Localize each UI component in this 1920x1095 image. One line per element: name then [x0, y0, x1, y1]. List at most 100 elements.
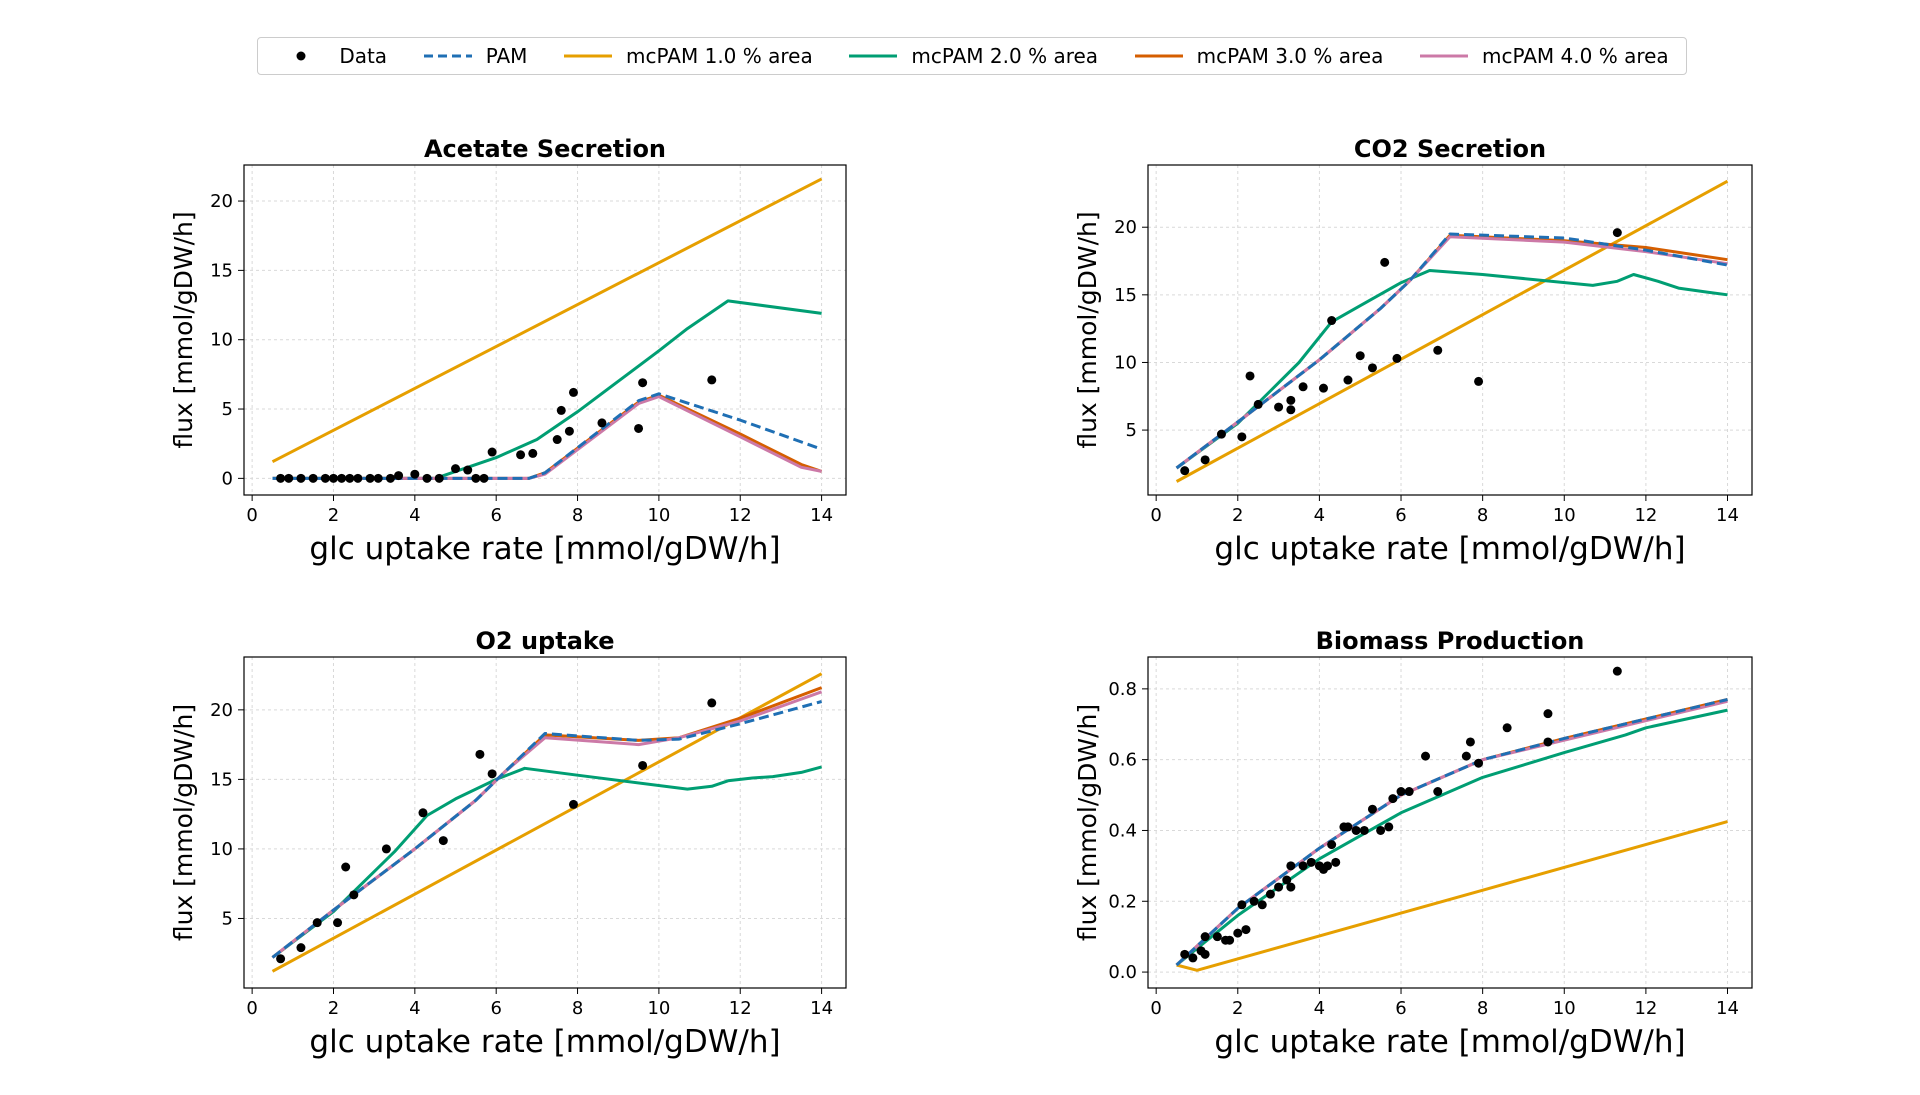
chart-panel: 0 2 4 6 8 10 12 14 5 10 15 20 O2 uptake glc uptake ra…: [169, 627, 847, 1060]
legend-swatch: [1419, 54, 1468, 58]
x-axis-label: glc uptake rate [mmol/gDW/h]: [1214, 1024, 1685, 1060]
data-point: [1384, 822, 1394, 832]
y-tick-label: 15: [1114, 285, 1137, 306]
data-point: [296, 943, 306, 953]
legend-swatch: [564, 54, 613, 58]
series-line: [1176, 820, 1728, 972]
y-axis-label: flux [mmol/gDW/h]: [1073, 704, 1102, 941]
chart-legend: Data PAM mcPAM 1.0 % area mcPAM 2.0 % area m…: [257, 37, 1687, 75]
data-point: [1612, 666, 1622, 676]
data-point: [418, 808, 428, 818]
series-line: [1175, 269, 1728, 470]
data-point: [276, 954, 286, 964]
data-point: [1367, 804, 1377, 814]
data-point: [564, 426, 574, 436]
data-point: [373, 473, 383, 483]
x-tick-label: 0: [246, 505, 257, 526]
y-tick-label: 5: [222, 399, 233, 420]
legend-item: Data: [275, 44, 387, 68]
chart-title: Biomass Production: [1316, 627, 1585, 655]
legend-label: PAM: [485, 44, 528, 68]
x-tick-label: 14: [810, 505, 833, 526]
axes-frame: [243, 656, 847, 989]
data-point: [1274, 882, 1284, 892]
data-point: [312, 918, 322, 928]
data-point: [638, 760, 648, 770]
data-point: [1351, 825, 1361, 835]
data-point: [471, 473, 481, 483]
data-point: [1396, 787, 1406, 797]
axes-frame: [1147, 656, 1753, 989]
y-tick-label: 0: [222, 468, 233, 489]
legend-swatch: [296, 51, 306, 61]
data-point: [1237, 900, 1247, 910]
legend-label: mcPAM 1.0 % area: [626, 44, 813, 68]
data-point: [1298, 382, 1308, 392]
series-line: [271, 690, 823, 959]
x-tick-label: 2: [1232, 505, 1243, 526]
data-point: [1343, 375, 1353, 385]
x-tick-label: 6: [490, 505, 501, 526]
data-point: [1388, 794, 1398, 804]
data-point: [1286, 882, 1296, 892]
x-axis-label: glc uptake rate [mmol/gDW/h]: [309, 531, 780, 567]
chart-panel: 0 2 4 6 8 10 12 14 0.0 0.2 0.4 0.6 0.8 Biomass Produc…: [1073, 627, 1753, 1060]
x-tick-label: 6: [1395, 505, 1406, 526]
y-tick-label: 0.4: [1108, 820, 1137, 841]
data-point: [1433, 787, 1443, 797]
y-axis-label: flux [mmol/gDW/h]: [1073, 211, 1102, 448]
x-tick-label: 0: [1150, 998, 1161, 1019]
data-point: [320, 473, 330, 483]
data-point: [1233, 928, 1243, 938]
data-point: [1421, 751, 1431, 761]
data-point: [1200, 455, 1210, 465]
plot-area: [271, 672, 823, 973]
data-point: [341, 862, 351, 872]
data-point: [1241, 925, 1251, 935]
axes-frame: [243, 164, 847, 496]
data-point: [552, 435, 562, 445]
data-point: [1180, 466, 1190, 476]
y-tick-label: 10: [210, 330, 233, 351]
series-line: [1175, 233, 1728, 470]
chart-title: O2 uptake: [476, 627, 615, 655]
axes-frame: [1147, 164, 1753, 496]
chart-title: Acetate Secretion: [424, 135, 666, 163]
y-tick-label: 20: [210, 191, 233, 212]
y-tick-label: 20: [210, 700, 233, 721]
y-tick-label: 0.6: [1108, 750, 1137, 771]
y-tick-label: 0.0: [1108, 962, 1137, 983]
y-tick-label: 10: [1114, 352, 1137, 373]
plot-area: [1175, 666, 1728, 972]
data-point: [438, 836, 448, 846]
y-tick-label: 20: [1114, 217, 1137, 238]
legend-label: mcPAM 3.0 % area: [1196, 44, 1384, 68]
x-tick-label: 6: [490, 998, 501, 1019]
y-tick-label: 15: [210, 769, 233, 790]
data-point: [1249, 896, 1259, 906]
data-point: [345, 473, 355, 483]
data-point: [1355, 351, 1365, 361]
data-point: [707, 698, 717, 708]
x-tick-label: 14: [810, 998, 833, 1019]
x-tick-label: 8: [572, 505, 583, 526]
y-axis-label: flux [mmol/gDW/h]: [169, 211, 198, 448]
data-point: [475, 749, 485, 759]
data-point: [1286, 395, 1296, 405]
series-line: [271, 765, 822, 959]
data-point: [276, 473, 286, 483]
data-point: [394, 471, 404, 481]
x-tick-label: 0: [1150, 505, 1161, 526]
data-point: [1188, 953, 1198, 963]
series-line: [1175, 179, 1729, 483]
x-tick-label: 4: [409, 505, 420, 526]
data-point: [1200, 949, 1210, 959]
data-point: [1543, 737, 1553, 747]
y-tick-label: 0.2: [1108, 891, 1137, 912]
data-point: [487, 447, 497, 457]
data-point: [487, 769, 497, 779]
data-point: [296, 473, 306, 483]
data-point: [1286, 405, 1296, 415]
data-point: [284, 473, 294, 483]
x-tick-label: 12: [729, 505, 752, 526]
